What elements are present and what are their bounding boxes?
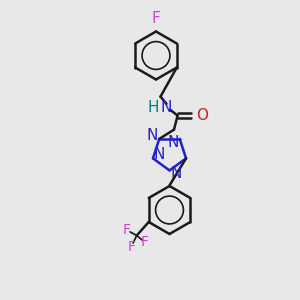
Text: H: H (147, 100, 159, 115)
Text: N: N (154, 147, 165, 162)
Text: F: F (152, 11, 160, 26)
Text: N: N (147, 128, 158, 143)
Text: F: F (127, 240, 135, 254)
Text: N: N (161, 100, 172, 115)
Text: F: F (141, 235, 149, 249)
Text: N: N (167, 135, 179, 150)
Text: O: O (196, 108, 208, 123)
Text: F: F (123, 223, 131, 237)
Text: N: N (170, 167, 182, 182)
